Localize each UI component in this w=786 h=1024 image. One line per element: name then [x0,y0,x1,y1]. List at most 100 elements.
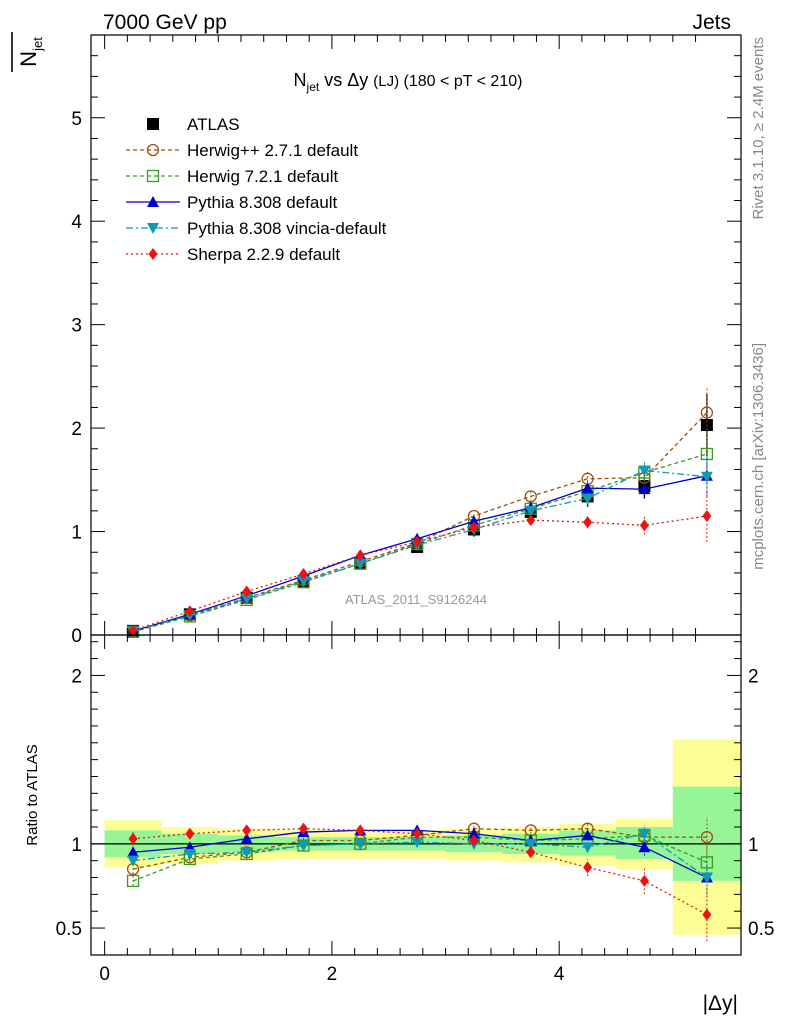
herwigpp-point [700,406,714,419]
main-ylabel: Njet [16,37,45,67]
vincia-ratio-point [354,838,367,850]
vincia-ratio-point [581,842,594,854]
vincia-ratio-point [700,872,713,884]
legend-marker-herwigpp [146,143,160,157]
vincia-point [240,593,253,605]
pythia-point [581,482,594,494]
side-label-mcplots: mcplots.cern.ch [arXiv:1306.3436] [750,343,767,570]
sherpa-line [132,515,708,632]
legend-marker-sherpa [148,248,158,260]
vincia-ratio-point [297,840,310,852]
sherpa-point [355,549,365,562]
pythia-ratio-point [240,832,253,844]
vincia-point [638,465,651,477]
ratio-xtick-label: 0 [99,964,110,985]
sherpa-ratio-point [242,824,252,837]
vincia-point [700,471,713,483]
main-title-small: (LJ) [373,73,399,90]
vincia-ratio-point [183,848,196,860]
herwigpp-ratio-line [132,828,707,870]
sherpa-ratio-point [639,874,649,887]
main-title-n: N [294,70,307,90]
ratio-ytick-label-right: 0.5 [748,919,774,940]
main-ytick-label: 2 [71,419,82,440]
main-ytick-label: 4 [71,212,82,233]
sherpa-ratio-point [299,822,308,835]
main-title-sub: jet [306,80,320,94]
sherpa-ratio-point [355,824,365,837]
sherpa-point [639,519,649,532]
pythia-ratio-point [638,841,651,853]
sherpa-point [128,624,138,637]
ratio-xtick-label: 4 [554,964,565,985]
legend-label-atlas: ATLAS [187,115,240,134]
ratio-ylabel: Ratio to ATLAS [24,744,41,845]
sherpa-point [412,535,422,548]
legend-label-sherpa: Sherpa 2.2.9 default [187,245,340,264]
pythia-point [467,515,480,527]
header-right: Jets [692,11,731,34]
main-ytick-label: 0 [71,626,82,647]
main-ytick-label: 1 [71,523,82,544]
sherpa-ratio-point [702,908,712,921]
vincia-ratio-point [127,855,140,867]
pythia-point [638,483,651,495]
ratio-ytick-label-right: 2 [748,666,759,687]
sherpa-point [583,516,593,529]
sherpa-ratio-point [412,827,422,840]
vincia-point [354,558,367,570]
pythia-line [132,475,708,632]
main-title-rest: vs Δy [319,70,373,90]
sherpa-point [702,510,712,523]
legend-marker-pythia [147,196,159,207]
pythia-ratio-point [127,846,140,858]
side-label-rivet: Rivet 3.1.10, ≥ 2.4M events [750,37,767,220]
sherpa-point [469,521,479,534]
legend-label-vincia: Pythia 8.308 vincia-default [187,219,387,238]
legend-marker-atlas [147,118,159,130]
svg-text:Njet: Njet [16,37,45,67]
main-ticks: 0 1 2 3 4 5 [71,35,741,647]
ratio-ytick-label: 2 [71,666,82,687]
sherpa-point [185,605,195,618]
sherpa-ratio-point [526,846,536,859]
ratio-frame [90,634,742,956]
main-ylabel-n: N [16,51,41,67]
main-title: Njet vs Δy (LJ) (180 < pT < 210) [294,70,523,94]
legend-label-herwig7: Herwig 7.2.1 default [187,167,338,186]
legend-label-herwigpp: Herwig++ 2.7.1 default [187,141,358,160]
ratio-ticks: 0.5 0.5 1 1 2 2 0 2 4 [56,635,774,985]
main-title-tail: (180 < pT < 210) [399,73,522,90]
ratio-xtick-label: 2 [327,964,338,985]
main-ylabel-sub: jet [30,37,45,52]
main-ytick-label: 5 [71,109,82,130]
x-axis-label: |Δy| [703,992,738,1015]
legend: ATLAS Herwig++ 2.7.1 default Herwig 7.2.1 … [126,115,387,264]
sherpa-ratio-point [128,832,138,845]
vincia-ratio-point [524,838,537,850]
pythia-ratio-point [581,829,594,841]
ratio-ytick-label: 0.5 [56,919,82,940]
main-ytick-label: 3 [71,316,82,337]
ratio-ytick-label-right: 1 [748,835,759,856]
ratio-ytick-label: 1 [71,835,82,856]
sherpa-point [299,567,308,580]
sherpa-point [242,585,252,598]
vincia-ratio-point [411,837,424,849]
analysis-label: ATLAS_2011_S9126244 [345,592,487,607]
herwig7-ratio-point [700,856,714,869]
legend-marker-vincia [147,223,159,234]
vincia-point [524,505,537,517]
herwigpp-ratio-point [700,830,714,844]
sherpa-ratio-point [185,827,195,840]
main-plot-content [126,386,714,639]
herwig7-ratio-point [126,874,140,888]
vincia-point [297,576,310,588]
header-left: 7000 GeV pp [103,11,227,34]
vincia-ratio-line [132,833,708,879]
vincia-ratio-point [638,828,651,840]
sherpa-ratio-point [583,861,593,874]
vincia-point [581,493,594,505]
